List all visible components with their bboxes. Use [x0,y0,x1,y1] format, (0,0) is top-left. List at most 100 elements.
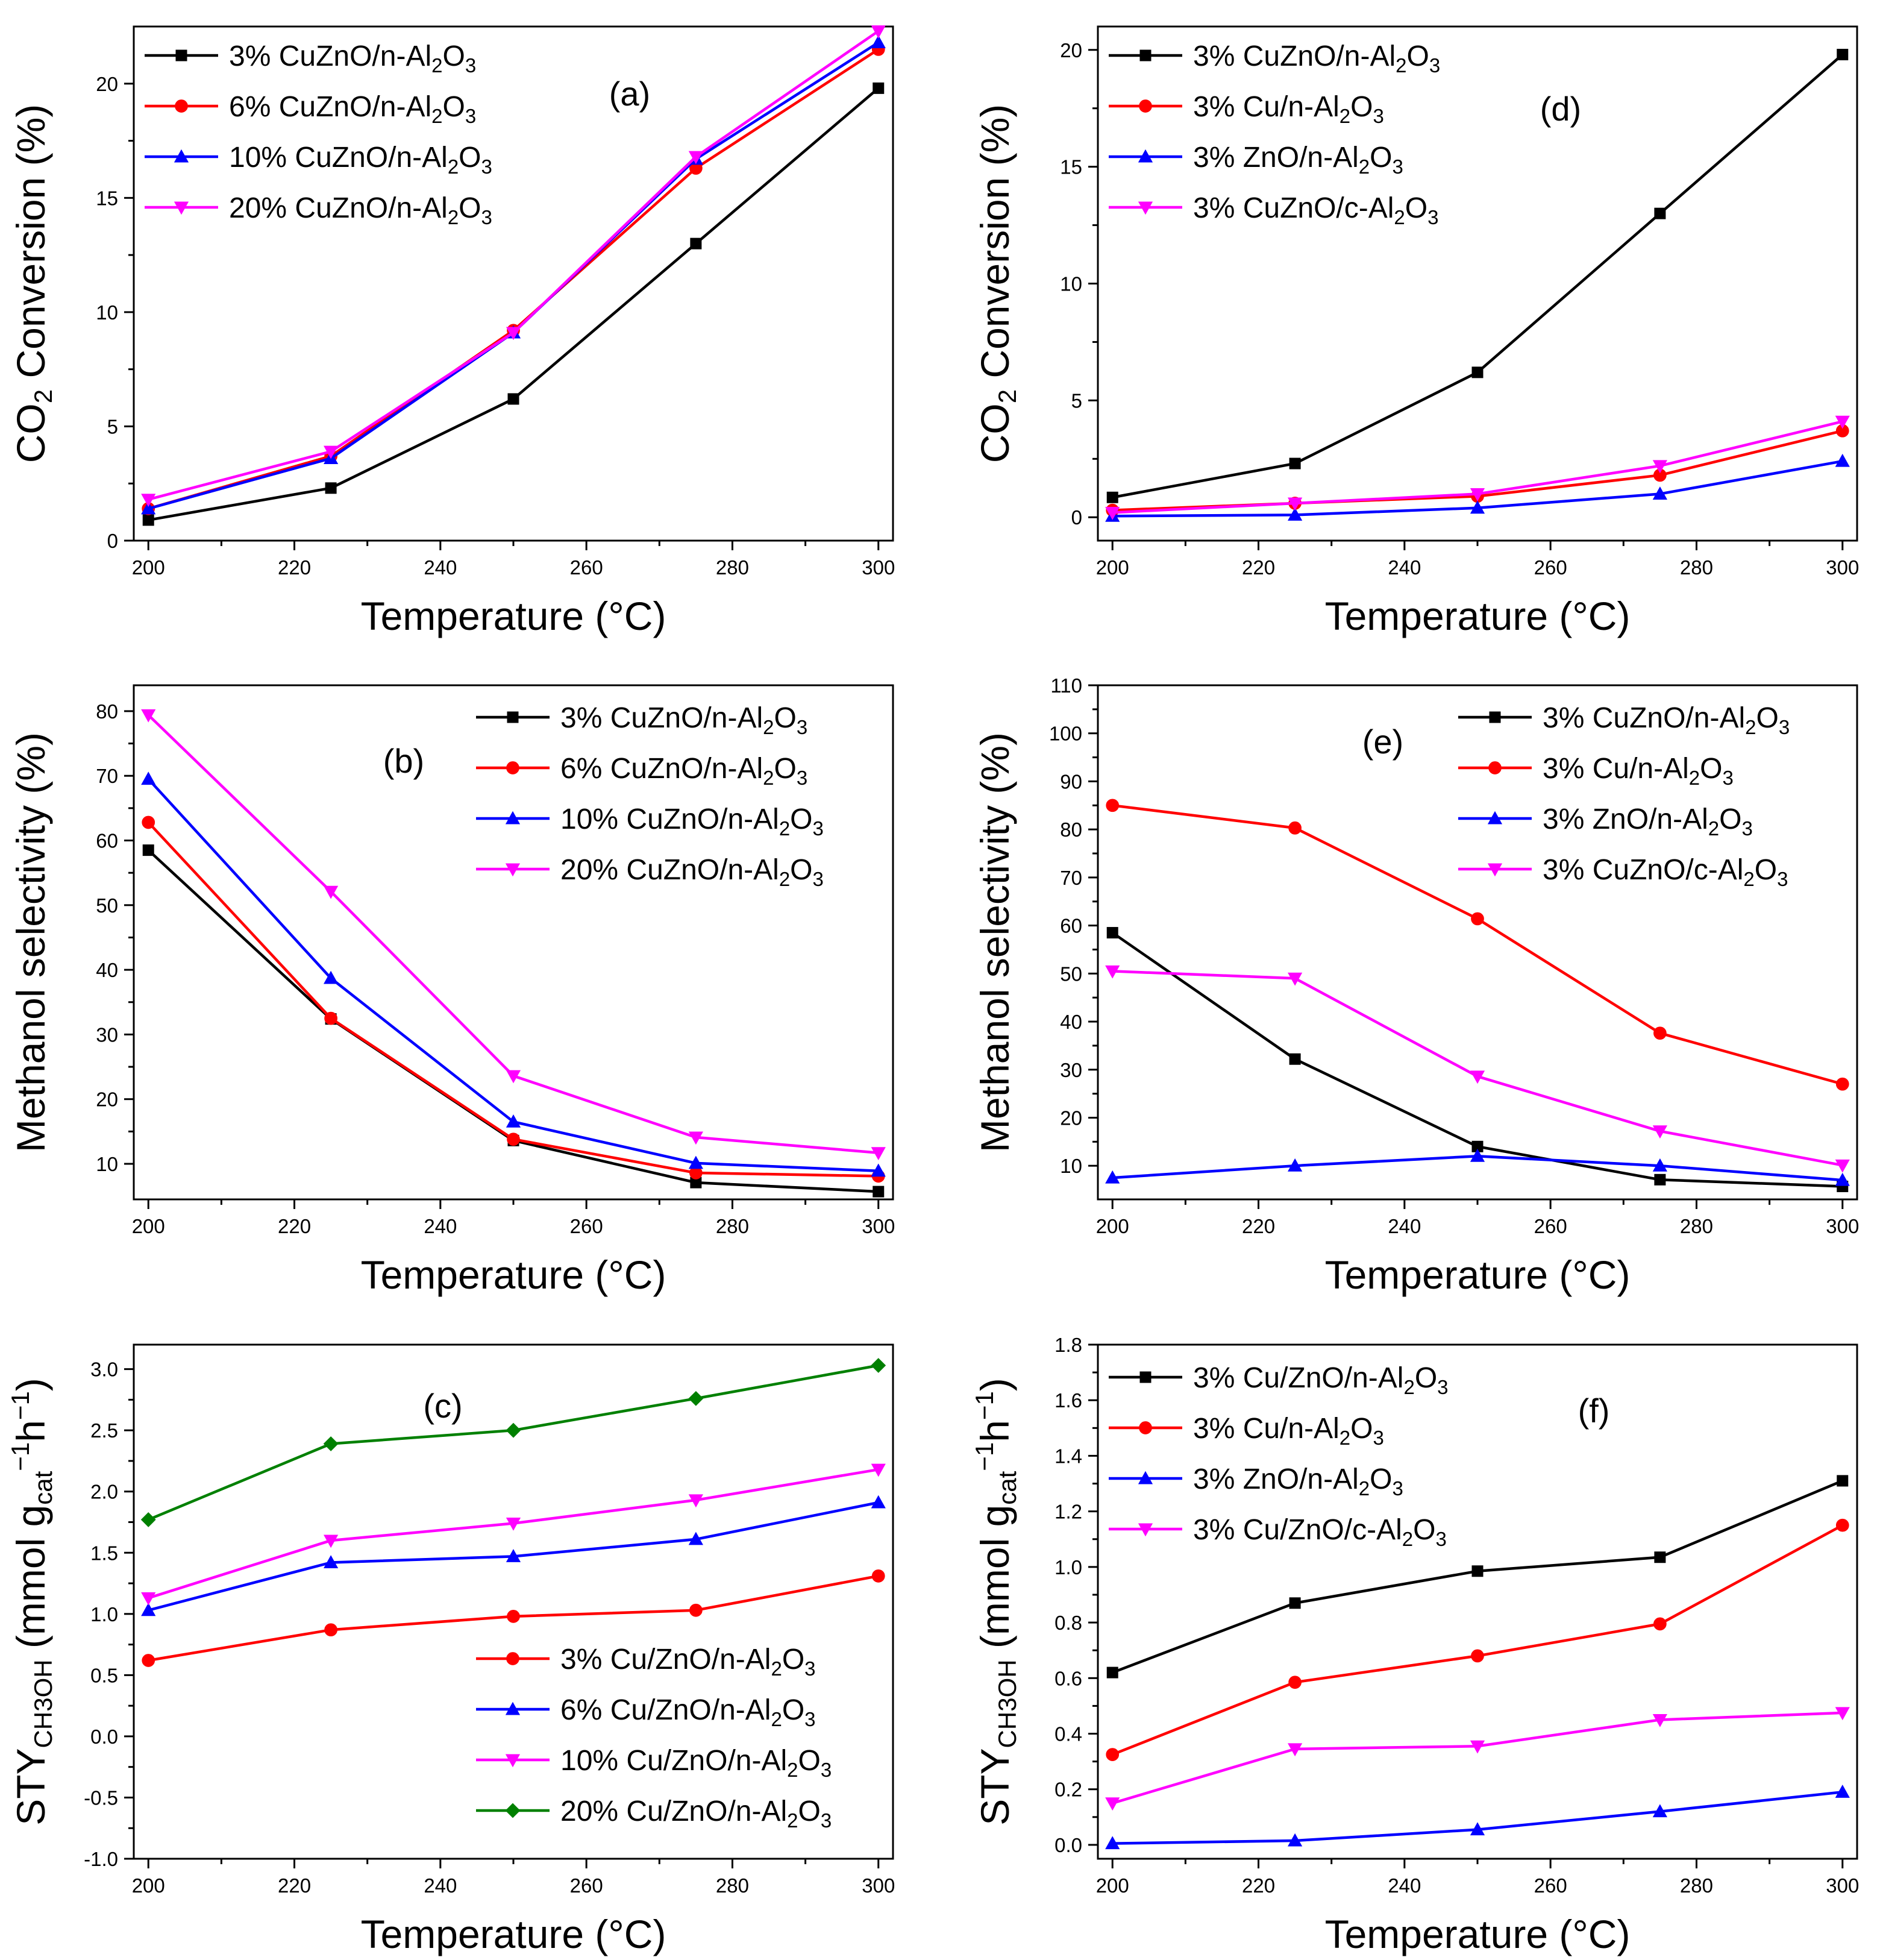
data-point-s1-0 [1106,799,1120,812]
legend-label: 3% Cu/ZnO/n-Al2O3 [1193,1362,1449,1398]
data-point-s0-1 [325,482,337,494]
data-point-s3-4 [871,1147,886,1161]
y-tick-label: 5 [107,415,118,438]
y-axis-title: STYCH3OH (mmol gcat−1h−1) [970,1378,1021,1826]
legend-marker [1487,811,1503,825]
data-point-s3-1 [1288,972,1303,986]
legend-label: 3% Cu/ZnO/c-Al2O3 [1193,1514,1447,1550]
legend-marker [505,1803,521,1818]
y-tick-label: 50 [96,894,118,917]
data-point-s3-0 [141,709,156,723]
legend-label: 6% Cu/ZnO/n-Al2O3 [560,1694,816,1730]
data-point-s0-4 [873,82,885,94]
data-point-s3-4 [871,25,886,39]
data-point-s2-1 [1288,1833,1303,1847]
legend-label: 20% CuZnO/n-Al2O3 [229,192,492,228]
legend-label: 10% CuZnO/n-Al2O3 [560,803,824,840]
y-tick-label: 10 [96,301,118,324]
legend-marker [505,863,521,877]
legend-item-1: 3% Cu/n-Al2O3 [1109,91,1384,127]
x-tick-label: 220 [278,1874,311,1897]
panel-label: (b) [383,742,424,780]
data-point-s0-1 [1289,457,1301,470]
legend-label: 3% CuZnO/n-Al2O3 [1543,702,1790,738]
x-tick-label: 300 [1826,1874,1859,1897]
y-tick-label: 0.0 [90,1726,118,1748]
legend-item-3: 3% CuZnO/c-Al2O3 [1109,192,1438,228]
data-point-s0-0 [1106,491,1118,503]
data-point-s1-3 [688,1531,703,1545]
data-point-s3-4 [871,1358,886,1373]
legend-marker [506,1652,519,1665]
legend-label: 3% CuZnO/c-Al2O3 [1193,192,1438,228]
data-point-s0-4 [1837,49,1849,61]
x-tick-label: 240 [1388,1215,1421,1237]
panel-label: (a) [609,75,650,113]
chart-panel-e: 200 220 240 260 280 300 10 20 30 40 50 60 70 80 90 100 1… [973,674,1859,1297]
y-tick-label: 1.5 [90,1542,118,1564]
x-axis-title: Temperature (°C) [361,1252,666,1297]
data-point-s3-4 [1835,415,1850,429]
legend-item-0: 3% CuZnO/n-Al2O3 [476,702,807,738]
legend-marker [507,711,519,723]
legend-item-2: 3% ZnO/n-Al2O3 [1109,142,1403,178]
x-tick-label: 260 [1534,556,1567,579]
x-tick-label: 200 [132,1215,165,1237]
legend-label: 3% CuZnO/c-Al2O3 [1543,854,1788,890]
legend-marker [1139,1421,1152,1434]
data-point-s3-3 [1652,460,1667,474]
y-tick-label: 1.2 [1054,1501,1082,1523]
legend-marker [505,811,521,825]
data-point-s3-0 [1105,965,1120,979]
x-tick-label: 280 [716,1215,749,1237]
legend-item-3: 20% Cu/ZnO/n-Al2O3 [476,1795,832,1832]
y-tick-label: 0.4 [1054,1723,1082,1745]
panel-label: (d) [1540,90,1581,128]
data-point-s0-1 [1289,1597,1301,1609]
data-point-s2-1 [324,1534,339,1548]
data-point-s3-2 [506,1070,521,1084]
legend-marker [1138,149,1153,163]
y-tick-label: 10 [1060,1155,1082,1177]
y-tick-label: 15 [96,187,118,209]
legend-item-2: 3% ZnO/n-Al2O3 [1458,803,1753,840]
chart-panel-c: 200 220 240 260 280 300 -1.0 -0.5 0.0 0.5 1.0 1.5 2.… [6,1343,895,1956]
data-point-s1-1 [324,1555,339,1569]
y-tick-label: 15 [1060,156,1082,178]
data-point-s3-1 [324,885,339,899]
y-tick-label: 0.6 [1054,1667,1082,1689]
legend-marker [174,201,189,215]
legend-item-1: 3% Cu/n-Al2O3 [1458,753,1734,789]
x-axis-title: Temperature (°C) [1325,594,1631,638]
legend-item-3: 3% Cu/ZnO/c-Al2O3 [1109,1514,1447,1550]
legend-marker [174,149,189,163]
legend-marker [175,99,188,113]
legend-item-1: 6% CuZnO/n-Al2O3 [476,753,807,789]
legend-marker [506,761,519,774]
data-point-s0-4 [871,1569,885,1583]
data-point-s2-0 [141,1592,156,1606]
legend-item-0: 3% CuZnO/n-Al2O3 [145,40,476,77]
x-tick-label: 260 [1534,1215,1567,1237]
data-point-s3-2 [1470,1070,1485,1084]
y-tick-label: 0.0 [1054,1834,1082,1856]
data-point-s1-2 [506,1549,521,1562]
x-tick-label: 260 [1534,1874,1567,1897]
legend-marker [1139,49,1152,61]
x-tick-label: 240 [424,1874,457,1897]
data-point-s0-3 [1654,207,1666,219]
data-point-s0-0 [1106,927,1118,939]
x-tick-label: 300 [862,1215,895,1237]
x-tick-label: 240 [1388,1874,1421,1897]
legend-marker [1487,863,1503,877]
panel-label: (f) [1578,1392,1610,1430]
legend-label: 10% Cu/ZnO/n-Al2O3 [560,1745,832,1781]
x-tick-label: 280 [1680,1215,1713,1237]
x-tick-label: 280 [1680,556,1713,579]
data-point-s1-3 [1653,1026,1667,1040]
x-tick-label: 200 [132,1874,165,1897]
data-point-s0-3 [1654,1551,1666,1563]
y-axis-title: Methanol selectivity (%) [973,732,1017,1152]
data-point-s0-0 [142,514,154,526]
legend-label: 20% CuZnO/n-Al2O3 [560,854,824,890]
